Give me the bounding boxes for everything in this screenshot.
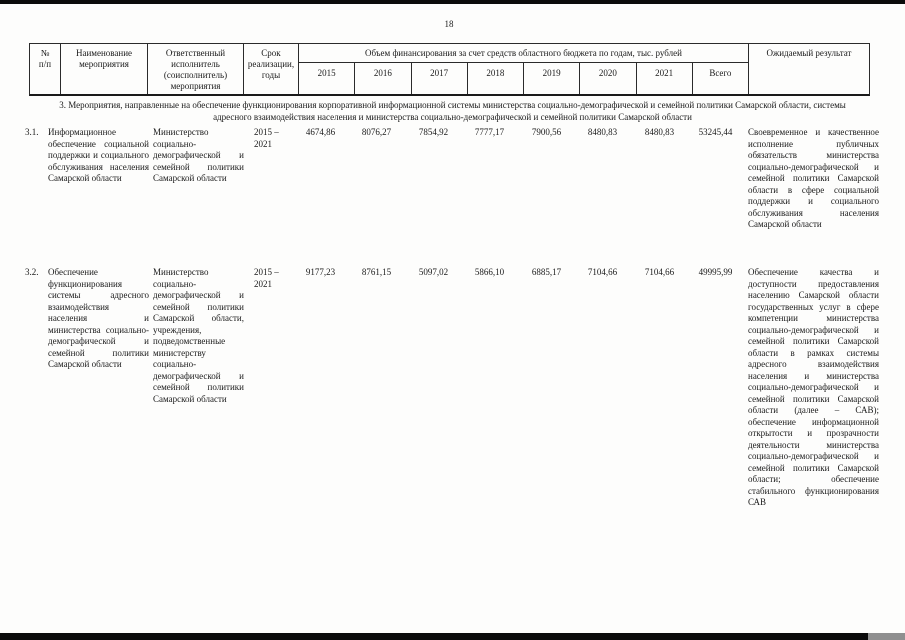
bottom-scan-bar-gray-segment [868, 633, 905, 640]
header-cell-num: № п/п [30, 44, 61, 94]
row-value-2017: 7854,92 [418, 127, 449, 137]
row-value-2017: 5097,02 [418, 267, 449, 277]
row-value-2019: 6885,17 [531, 267, 562, 277]
header-finance-title: Объем финансирования за счет средств обл… [299, 44, 748, 63]
bottom-scan-bar [0, 633, 905, 640]
row-value-2019: 7900,56 [531, 127, 562, 137]
header-years-row: 2015 2016 2017 2018 2019 2020 2021 Всего [299, 63, 748, 94]
row-value-2020: 7104,66 [587, 267, 618, 277]
section-heading: 3. Мероприятия, направленные на обеспече… [59, 100, 846, 122]
row-executor: Министерство социально-демографической и… [153, 267, 244, 404]
row-value-2016: 8761,15 [361, 267, 392, 277]
header-cell-result: Ожидаемый результат [766, 48, 852, 58]
row-name: Информационное обеспечение социальной по… [48, 127, 149, 183]
row-period: 2015 – 2021 [254, 127, 279, 149]
row-value-2015: 9177,23 [305, 267, 336, 277]
header-year-2018: 2018 [468, 63, 524, 94]
row-expected-result: Своевременное и качественное исполнение … [748, 127, 879, 229]
row-number: 3.1. [25, 127, 39, 137]
header-cell-name: Наименование мероприятия [61, 44, 148, 94]
table-header: № п/п Наименование мероприятия Ответстве… [29, 43, 870, 96]
row-value-total: 53245,44 [698, 127, 733, 137]
row-value-total: 49995,99 [698, 267, 733, 277]
row-name: Обеспечение функционирования системы адр… [48, 267, 149, 369]
header-year-2017: 2017 [412, 63, 468, 94]
row-value-2018: 5866,10 [474, 267, 505, 277]
header-year-2019: 2019 [524, 63, 581, 94]
row-value-2021: 7104,66 [644, 267, 675, 277]
header-year-2020: 2020 [580, 63, 637, 94]
header-year-total: Всего [709, 68, 732, 78]
header-year-2021: 2021 [637, 63, 693, 94]
row-value-2018: 7777,17 [474, 127, 505, 137]
header-finance-group: Объем финансирования за счет средств обл… [299, 44, 749, 94]
row-value-2020: 8480,83 [587, 127, 618, 137]
row-value-2015: 4674,86 [305, 127, 336, 137]
row-period: 2015 – 2021 [254, 267, 279, 289]
row-value-2021: 8480,83 [644, 127, 675, 137]
header-cell-executor: Ответственный исполнитель (соисполнитель… [148, 44, 244, 94]
header-year-2016: 2016 [355, 63, 412, 94]
top-scan-bar [0, 0, 905, 4]
row-expected-result: Обеспечение качества и доступности предо… [748, 267, 879, 507]
row-executor: Министерство социально-демографической и… [153, 127, 244, 183]
row-number: 3.2. [25, 267, 39, 277]
header-cell-period: Срок реализации, годы [244, 44, 299, 94]
row-value-2016: 8076,27 [361, 127, 392, 137]
header-year-2015: 2015 [299, 63, 356, 94]
page-number: 18 [444, 19, 454, 29]
